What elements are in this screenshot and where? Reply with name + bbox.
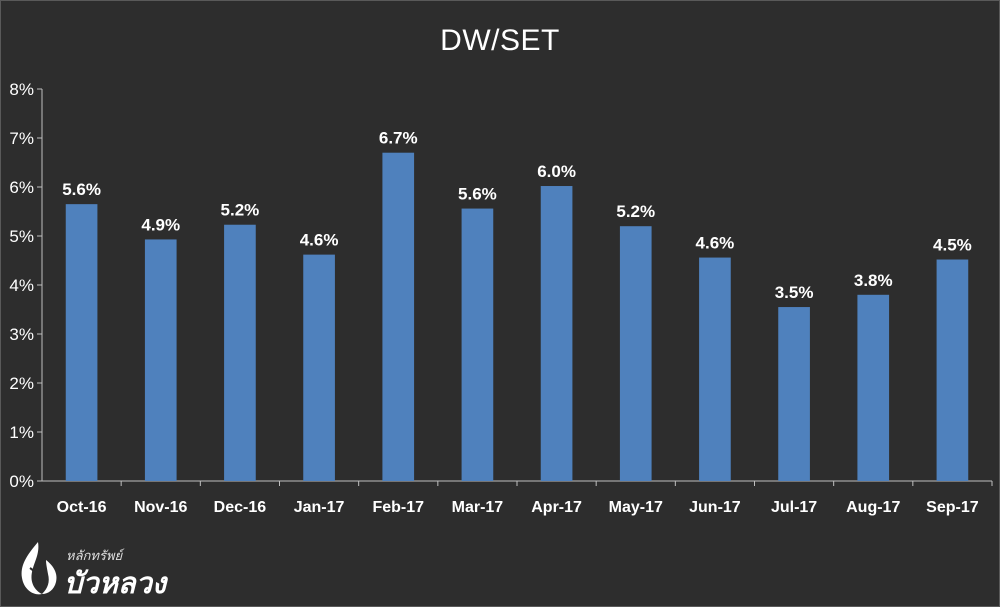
- x-tick-label: Apr-17: [531, 499, 582, 516]
- data-label: 4.9%: [141, 215, 180, 234]
- x-tick-label: Oct-16: [57, 499, 107, 516]
- y-tick-label: 2%: [9, 374, 34, 393]
- bar: [144, 239, 177, 481]
- bualuang-logo-icon: [21, 542, 57, 595]
- chart-title: DW/SET: [440, 24, 560, 57]
- y-tick-label: 7%: [9, 129, 34, 148]
- bar: [224, 224, 256, 482]
- x-tick-label: Sep-17: [926, 499, 979, 516]
- x-tick-label: Jun-17: [689, 499, 741, 516]
- data-label: 3.8%: [854, 271, 893, 290]
- logo-big-text: บัวหลวง: [64, 566, 167, 600]
- data-label: 3.5%: [775, 283, 814, 302]
- x-tick-label: May-17: [609, 499, 663, 516]
- y-tick-label: 5%: [9, 227, 34, 246]
- data-label: 5.6%: [458, 185, 497, 204]
- bar: [857, 294, 890, 481]
- y-tick-label: 6%: [9, 178, 34, 197]
- bar: [540, 186, 573, 481]
- data-label: 5.2%: [616, 202, 655, 221]
- chart-labels: 5.6% Oct-16 4.9% Nov-16 5.2% Dec-16 4.6% Jan-17…: [57, 129, 979, 516]
- bar: [936, 259, 969, 481]
- x-tick-label: Feb-17: [372, 499, 424, 516]
- x-tick-label: Mar-17: [452, 499, 504, 516]
- y-tick-label: 1%: [9, 423, 34, 442]
- x-tick-label: Jul-17: [771, 499, 817, 516]
- bar: [382, 152, 415, 481]
- data-label: 6.0%: [537, 162, 576, 181]
- data-label: 4.6%: [300, 231, 339, 250]
- data-label: 4.6%: [696, 234, 735, 253]
- bar: [461, 208, 494, 481]
- bar: [778, 307, 810, 481]
- x-tick-label: Dec-16: [214, 499, 267, 516]
- data-label: 6.7%: [379, 129, 418, 148]
- y-tick-label: 8%: [9, 80, 34, 99]
- x-tick-label: Jan-17: [294, 499, 345, 516]
- bar: [303, 254, 335, 481]
- y-tick-label: 3%: [9, 325, 34, 344]
- data-label: 5.6%: [62, 180, 101, 199]
- bar: [619, 226, 652, 481]
- chart-axes: 0% 1% 2% 3% 4% 5% 6% 7% 8%: [9, 80, 993, 491]
- bar: [699, 257, 731, 481]
- bar: [65, 204, 98, 481]
- data-label: 4.5%: [933, 236, 972, 255]
- data-label: 5.2%: [221, 201, 260, 220]
- y-tick-label: 4%: [9, 276, 34, 295]
- x-tick-label: Aug-17: [846, 499, 900, 516]
- chart-bars: [65, 152, 969, 482]
- x-tick-label: Nov-16: [134, 499, 187, 516]
- logo-small-text: หลักทรัพย์: [66, 549, 123, 564]
- y-tick-label: 0%: [9, 472, 34, 491]
